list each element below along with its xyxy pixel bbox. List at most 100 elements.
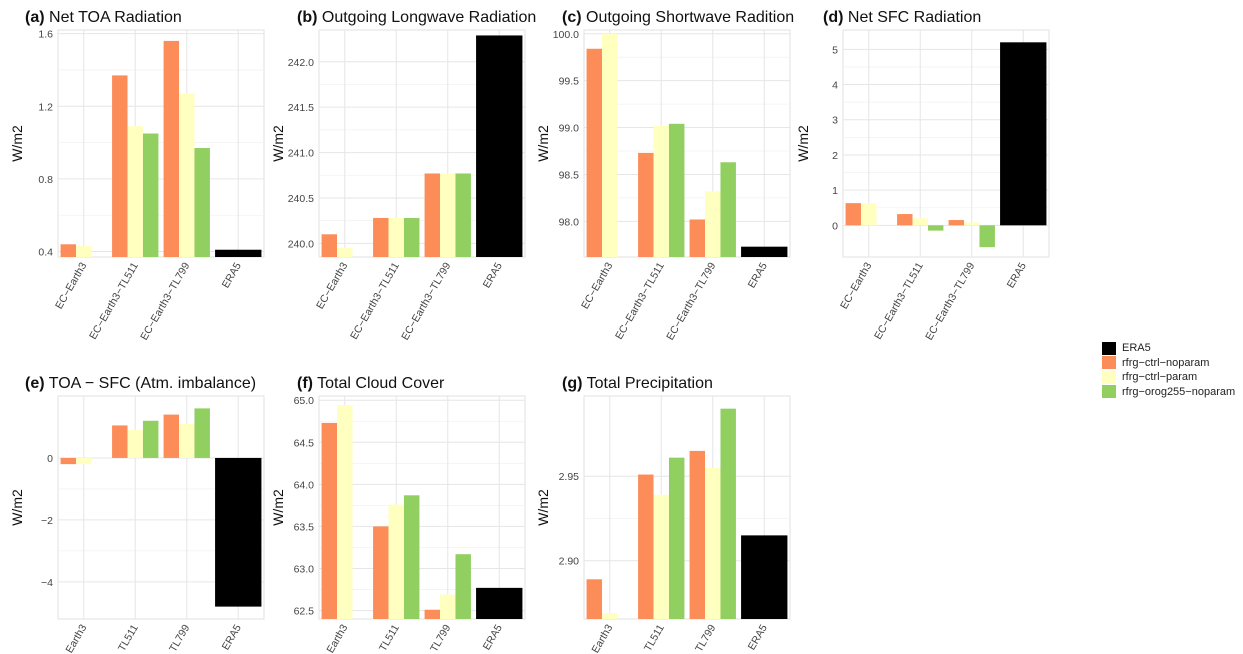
bar-rfrg-ctrl-noparam-2 [112, 425, 128, 458]
y-tick-label: 1.2 [38, 101, 53, 113]
bar-rfrg-ctrl-noparam-1 [60, 244, 77, 257]
legend-label: rfrg−ctrl−param [1122, 371, 1198, 384]
legend-label: rfrg−ctrl−noparam [1122, 356, 1210, 369]
bar-rfrg-ctrl-noparam-3 [689, 450, 706, 619]
y-tick-label: −4 [41, 577, 53, 589]
legend-item: rfrg−ctrl−param [1102, 370, 1235, 385]
bar-rfrg-ctrl-noparam-1 [321, 234, 338, 257]
legend-swatch [1102, 341, 1116, 355]
y-tick-label: 65.0 [294, 395, 315, 407]
panel-title-text: Net TOA Radiation [45, 9, 182, 26]
y-tick-label: 241.0 [288, 148, 314, 160]
y-tick-label: 2 [832, 150, 838, 162]
y-tick-label: 0 [832, 220, 838, 232]
bar-rfrg-ctrl-param-2 [912, 218, 928, 226]
x-tick-label: EC−Earth3 [579, 260, 615, 311]
bar-rfrg-ctrl-noparam-3 [948, 220, 965, 226]
bar-ERA5-4 [215, 457, 262, 607]
y-tick-label: 64.0 [294, 479, 315, 491]
panel-letter: (e) [25, 375, 45, 392]
y-tick-label: 240.5 [288, 193, 314, 205]
panel-letter: (c) [562, 9, 582, 26]
x-tick-label: EC−Earth3−TL799 [923, 260, 977, 342]
chart-legend: ERA5 rfrg−ctrl−noparam rfrg−ctrl−param rfrg… [1102, 341, 1235, 399]
bar-rfrg-ctrl-param-1 [76, 246, 92, 257]
x-tick-label: EC−Earth3−TL799 [138, 260, 192, 342]
panel-b: 240.0240.5241.0241.5242.0EC−Earth3EC−Ear… [270, 9, 536, 342]
bar-ERA5-4 [476, 587, 523, 619]
bar-rfrg-ctrl-noparam-1 [586, 48, 603, 257]
bar-rfrg-ctrl-param-3 [705, 467, 721, 619]
bar-rfrg-ctrl-param-3 [440, 173, 456, 257]
bar-ERA5-4 [476, 35, 523, 258]
x-tick-label: EC−Earth3−TL511 [87, 260, 141, 341]
y-tick-label: 99.5 [559, 76, 580, 88]
legend-label: rfrg−orog255−noparam [1122, 385, 1236, 398]
x-tick-label: EC−Earth3−TL799 [664, 260, 718, 342]
bar-ERA5-4 [741, 535, 788, 619]
bar-rfrg-ctrl-noparam-2 [897, 214, 913, 226]
y-tick-label: 4 [832, 80, 838, 92]
panel-title-text: Net SFC Radiation [843, 9, 981, 26]
x-tick-label: Earth3 [324, 622, 350, 654]
y-axis-label: W/m2 [795, 125, 811, 162]
panel-c: 98.098.599.099.5100.0EC−Earth3EC−Earth3−… [535, 9, 794, 342]
bar-rfrg-ctrl-param-1 [337, 247, 353, 257]
bar-rfrg-ctrl-noparam-1 [586, 579, 603, 619]
bar-rfrg-ctrl-param-3 [440, 594, 456, 619]
bar-rfrg-ctrl-param-1 [76, 457, 92, 465]
x-tick-label: TL511 [116, 622, 141, 653]
y-tick-label: 240.0 [288, 238, 314, 250]
panel-title: (b) Outgoing Longwave Radiation [297, 9, 536, 26]
bar-rfrg-ctrl-param-3 [705, 191, 721, 257]
y-tick-label: 2.95 [559, 471, 580, 483]
panel-title: (d) Net SFC Radiation [823, 9, 981, 26]
panel-e: −4 −2 0 Earth3 TL511 TL799 ERA5 W/m2 (e) TOA − S… [9, 375, 265, 654]
panel-title: (g) Total Precipitation [562, 375, 713, 392]
y-axis-label: W/m2 [535, 489, 551, 526]
bar-rfrg-ctrl-param-1 [337, 405, 353, 619]
bar-rfrg-ctrl-param-1 [602, 33, 618, 257]
y-tick-label: 2.90 [559, 556, 580, 568]
bar-rfrg-ctrl-noparam-2 [373, 526, 389, 619]
bar-rfrg-orog255-noparam-3 [455, 554, 471, 619]
x-tick-label: Earth3 [589, 622, 615, 654]
x-tick-label: ERA5 [220, 260, 244, 290]
bar-rfrg-ctrl-noparam-1 [60, 457, 77, 465]
bar-rfrg-ctrl-param-3 [179, 423, 195, 458]
bar-rfrg-ctrl-param-2 [388, 217, 404, 257]
y-tick-label: 64.5 [294, 437, 315, 449]
legend-swatch [1102, 370, 1116, 384]
x-tick-label: TL799 [428, 622, 453, 654]
x-tick-label: TL799 [167, 622, 192, 654]
bar-rfrg-orog255-noparam-3 [455, 173, 471, 257]
panel-title-text: Total Precipitation [582, 375, 712, 392]
bar-rfrg-ctrl-noparam-1 [845, 203, 862, 226]
y-axis-label: W/m2 [270, 489, 286, 526]
x-tick-label: EC−Earth3 [314, 260, 350, 311]
bar-rfrg-ctrl-noparam-3 [163, 40, 180, 258]
y-tick-label: 0.8 [38, 174, 53, 186]
plot-area [318, 395, 526, 620]
x-tick-label: ERA5 [481, 260, 505, 290]
x-tick-label: ERA5 [220, 622, 244, 652]
legend-swatch [1102, 356, 1116, 370]
bar-rfrg-orog255-noparam-2 [927, 225, 944, 231]
bar-rfrg-orog255-noparam-2 [142, 420, 159, 458]
bar-rfrg-orog255-noparam-2 [403, 495, 420, 619]
panel-letter: (b) [297, 9, 317, 26]
bar-rfrg-ctrl-noparam-2 [112, 75, 128, 258]
panel-letter: (f) [297, 375, 313, 392]
x-tick-label: EC−Earth3 [838, 260, 874, 311]
y-tick-label: 1 [832, 185, 838, 197]
bar-rfrg-ctrl-noparam-2 [373, 217, 389, 257]
bar-rfrg-ctrl-param-1 [602, 613, 618, 619]
legend-item: rfrg−orog255−noparam [1102, 385, 1235, 400]
bar-rfrg-ctrl-noparam-3 [163, 414, 180, 458]
y-axis-label: W/m2 [270, 125, 286, 162]
y-axis-label: W/m2 [535, 125, 551, 162]
panel-letter: (a) [25, 9, 45, 26]
x-tick-label: EC−Earth3−TL511 [348, 260, 402, 341]
bar-rfrg-orog255-noparam-3 [720, 162, 736, 257]
bar-ERA5-4 [741, 246, 788, 257]
